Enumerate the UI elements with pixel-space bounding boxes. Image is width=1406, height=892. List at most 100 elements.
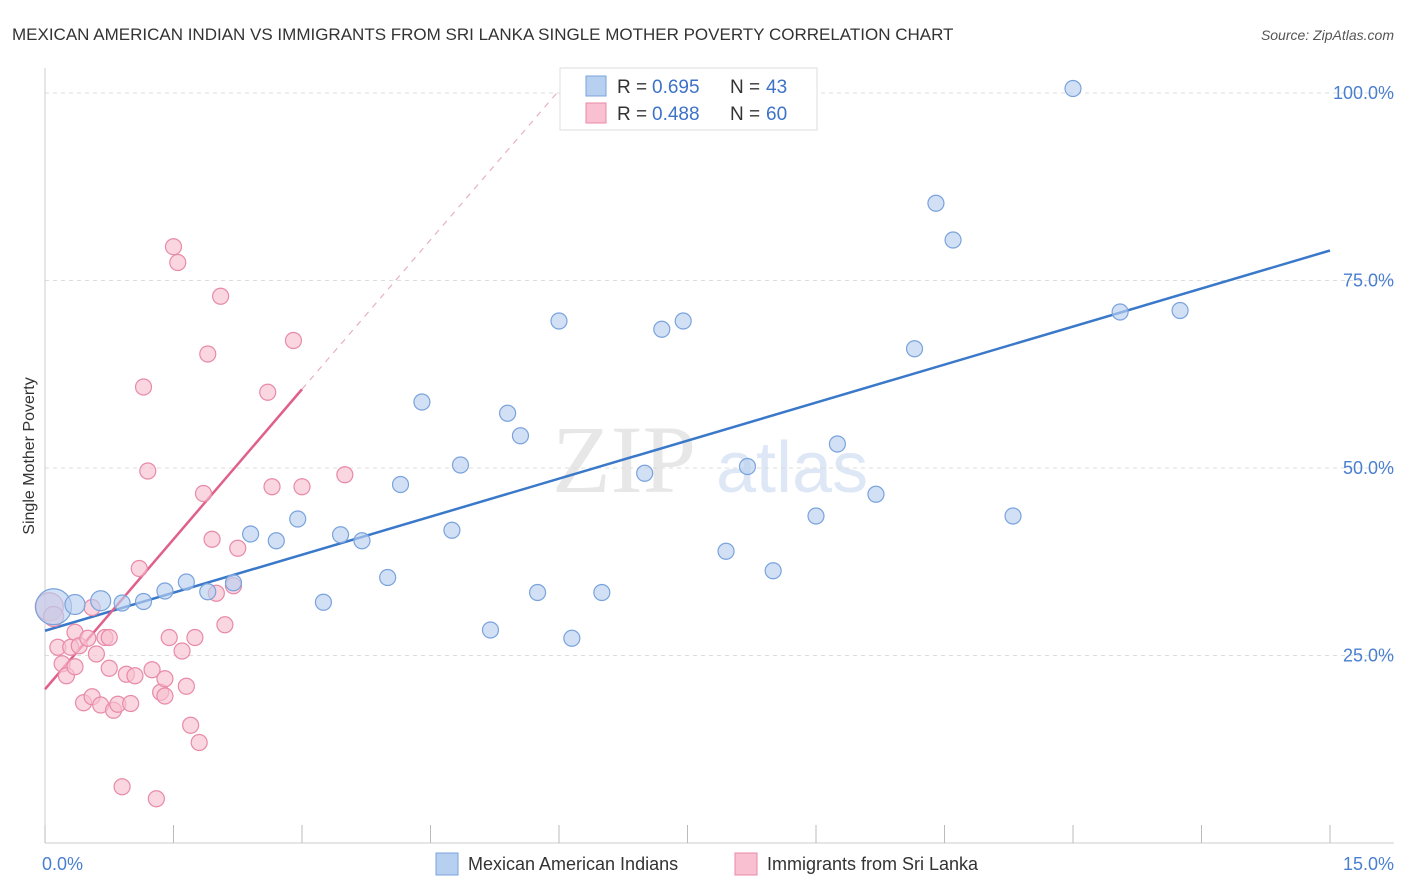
series-legend: Mexican American Indians Immigrants from… (435, 852, 979, 876)
trend-line-extension-sri-lanka (301, 70, 577, 390)
point-mexican-american-indians-41 (1111, 303, 1129, 321)
point-sri-lanka-42 (203, 530, 221, 548)
point-sri-lanka-20 (113, 778, 131, 796)
point-sri-lanka-24 (130, 559, 148, 578)
point-mexican-american-indians-26 (593, 583, 611, 602)
point-sri-lanka-49 (263, 478, 281, 496)
chart-source: Source: ZipAtlas.com (1261, 27, 1394, 43)
point-mexican-american-indians-10 (267, 532, 285, 550)
point-mexican-american-indians-1 (64, 593, 86, 616)
point-mexican-american-indians-22 (511, 427, 530, 445)
legend-r-value-2: 0.488 (652, 104, 700, 125)
point-sri-lanka-25 (134, 378, 153, 396)
point-mexican-american-indians-34 (828, 435, 847, 453)
legend-swatch-blue (585, 75, 607, 97)
point-sri-lanka-52 (336, 466, 354, 484)
data-points (34, 79, 1189, 808)
point-sri-lanka-48 (259, 383, 277, 401)
point-sri-lanka-10 (79, 629, 97, 647)
y-tick-label-0: 25.0% (1343, 646, 1394, 666)
point-mexican-american-indians-21 (499, 404, 517, 422)
point-sri-lanka-33 (164, 238, 183, 256)
x-tick-label-max: 15.0% (1343, 854, 1394, 874)
point-mexican-american-indians-2 (90, 590, 112, 612)
point-sri-lanka-37 (182, 716, 200, 734)
point-sri-lanka-51 (293, 478, 311, 496)
point-mexican-american-indians-4 (134, 592, 153, 611)
point-mexican-american-indians-20 (481, 621, 500, 639)
axes (44, 68, 1394, 844)
point-sri-lanka-36 (177, 677, 195, 695)
point-sri-lanka-41 (199, 345, 217, 363)
point-mexican-american-indians-16 (391, 475, 410, 494)
point-sri-lanka-35 (173, 642, 191, 660)
point-mexican-american-indians-18 (443, 521, 461, 539)
point-mexican-american-indians-30 (717, 542, 735, 560)
watermark: ZIP atlas (552, 406, 868, 513)
point-mexican-american-indians-6 (177, 573, 195, 591)
legend-n-value-2: 60 (766, 104, 787, 125)
point-sri-lanka-28 (147, 790, 165, 808)
point-mexican-american-indians-17 (413, 393, 431, 411)
point-mexican-american-indians-15 (379, 568, 397, 587)
point-mexican-american-indians-37 (927, 194, 945, 212)
point-mexican-american-indians-5 (156, 582, 174, 600)
y-tick-label-1: 50.0% (1343, 458, 1394, 478)
point-sri-lanka-30 (156, 687, 174, 705)
point-mexican-american-indians-23 (528, 583, 547, 602)
point-mexican-american-indians-35 (867, 485, 885, 503)
y-axis-label: Single Mother Poverty (21, 377, 38, 534)
point-sri-lanka-40 (194, 484, 213, 503)
chart-title: MEXICAN AMERICAN INDIAN VS IMMIGRANTS FR… (12, 25, 953, 44)
series-legend-label-blue: Mexican American Indians (468, 854, 678, 874)
point-sri-lanka-26 (139, 462, 157, 480)
y-tick-labels: 25.0% 50.0% 75.0% 100.0% (1333, 83, 1394, 666)
point-sri-lanka-50 (284, 331, 303, 350)
point-sri-lanka-32 (160, 628, 178, 647)
series-legend-swatch-pink (734, 852, 758, 876)
point-mexican-american-indians-38 (944, 231, 962, 249)
series-legend-swatch-blue (435, 852, 459, 876)
legend-n-label-2: N = (730, 104, 760, 125)
point-mexican-american-indians-42 (1171, 301, 1189, 320)
point-mexican-american-indians-36 (905, 340, 924, 358)
point-sri-lanka-44 (212, 287, 230, 305)
point-mexican-american-indians-31 (738, 457, 757, 476)
point-mexican-american-indians-19 (451, 456, 470, 474)
point-sri-lanka-22 (122, 694, 140, 713)
point-mexican-american-indians-13 (331, 526, 350, 544)
legend-r-label-2: R = (617, 104, 647, 125)
series-legend-label-pink: Immigrants from Sri Lanka (767, 854, 979, 874)
point-sri-lanka-17 (100, 628, 118, 647)
point-mexican-american-indians-9 (242, 525, 260, 543)
point-mexican-american-indians-8 (224, 574, 243, 592)
point-sri-lanka-39 (190, 733, 208, 752)
y-tick-label-3: 100.0% (1333, 83, 1394, 103)
point-sri-lanka-31 (156, 670, 174, 688)
point-mexican-american-indians-3 (113, 594, 131, 612)
point-mexican-american-indians-7 (199, 583, 217, 601)
point-mexican-american-indians-24 (550, 312, 568, 330)
legend-n-value-1: 43 (766, 77, 787, 98)
point-sri-lanka-23 (126, 667, 144, 685)
legend-r-label-1: R = (617, 77, 647, 98)
point-mexican-american-indians-39 (1004, 507, 1022, 525)
point-mexican-american-indians-32 (764, 562, 782, 580)
point-mexican-american-indians-33 (807, 507, 825, 525)
point-sri-lanka-16 (100, 659, 118, 677)
x-tick-label-min: 0.0% (42, 854, 83, 874)
trend-line-mexican-american-indians (44, 249, 1331, 632)
point-mexican-american-indians-14 (353, 532, 371, 550)
point-mexican-american-indians-40 (1064, 79, 1082, 98)
point-mexican-american-indians-12 (314, 593, 333, 611)
trend-lines (44, 70, 1331, 691)
legend-swatch-pink (585, 102, 607, 124)
point-sri-lanka-27 (143, 661, 161, 679)
point-mexican-american-indians-27 (636, 464, 654, 482)
point-mexican-american-indians-11 (289, 510, 307, 528)
point-mexican-american-indians-28 (653, 320, 671, 338)
point-mexican-american-indians-25 (563, 629, 581, 647)
legend-n-label-1: N = (730, 77, 760, 98)
point-sri-lanka-45 (216, 616, 234, 634)
